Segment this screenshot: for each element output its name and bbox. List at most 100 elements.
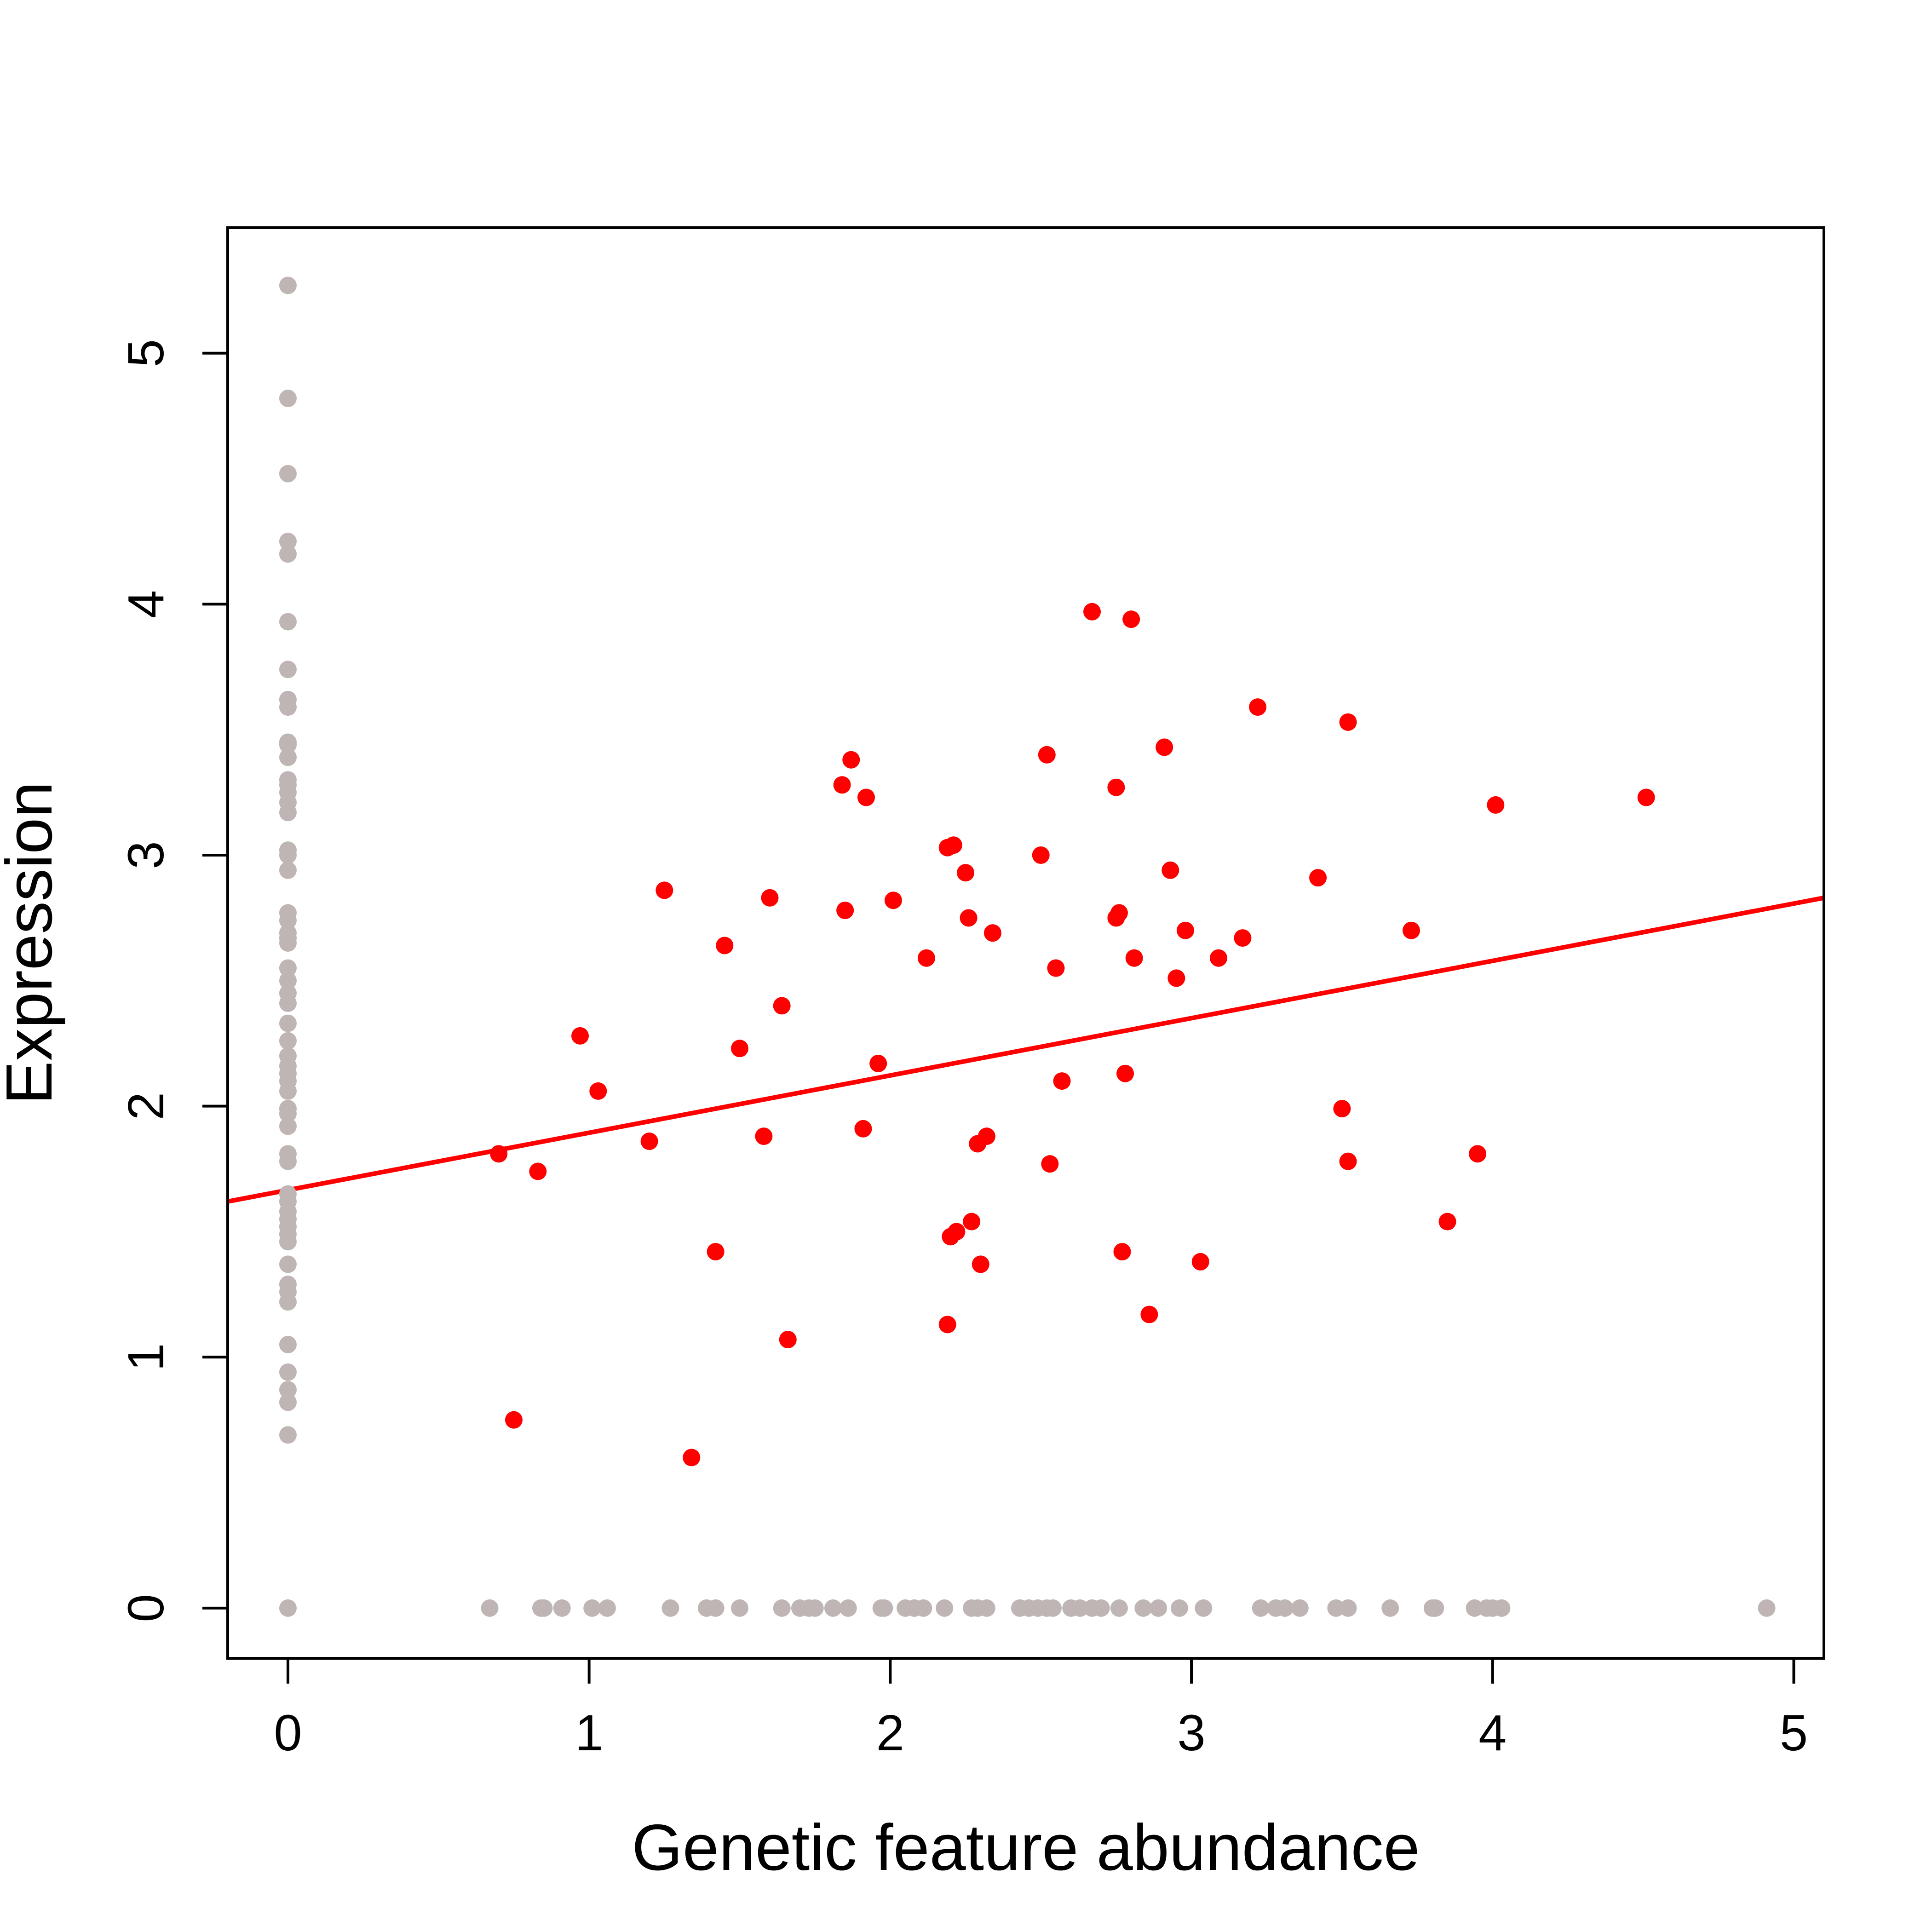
data-point-feature-zero — [279, 1082, 297, 1100]
data-point-feature-zero — [279, 972, 297, 989]
data-point-both-nonzero — [571, 1027, 589, 1045]
data-point-both-nonzero — [716, 937, 734, 954]
data-point-both-nonzero — [1110, 904, 1128, 922]
data-point-expression-zero — [773, 1599, 791, 1617]
data-point-both-nonzero — [1339, 1152, 1357, 1170]
plot-frame — [226, 226, 1825, 1660]
y-tick-label: 3 — [118, 841, 174, 869]
data-point-both-nonzero — [944, 836, 962, 854]
data-point-both-nonzero — [1162, 861, 1179, 879]
data-point-feature-zero — [279, 465, 297, 483]
fit-line-layer — [228, 895, 1824, 1204]
data-point-both-nonzero — [1469, 1145, 1487, 1163]
data-point-both-nonzero — [1487, 796, 1505, 814]
data-point-both-nonzero — [1047, 959, 1065, 977]
data-point-feature-zero — [279, 1014, 297, 1032]
data-point-expression-zero — [1195, 1599, 1213, 1617]
data-point-expression-zero — [1252, 1599, 1270, 1617]
data-point-expression-zero — [481, 1599, 499, 1617]
data-point-feature-zero — [279, 934, 297, 952]
data-point-both-nonzero — [1113, 1243, 1131, 1261]
x-tick-label: 5 — [1780, 1705, 1808, 1761]
data-point-both-nonzero — [1403, 921, 1420, 939]
x-axis-title: Genetic feature abundance — [632, 1811, 1420, 1884]
data-point-both-nonzero — [1083, 603, 1101, 621]
data-point-feature-zero — [279, 661, 297, 678]
data-point-expression-zero — [839, 1599, 857, 1617]
data-point-feature-zero — [279, 1393, 297, 1411]
data-point-both-nonzero — [833, 776, 851, 794]
data-point-expression-zero — [1276, 1599, 1294, 1617]
data-point-expression-zero — [1044, 1599, 1062, 1617]
data-point-feature-zero — [279, 861, 297, 879]
data-point-expression-zero — [1291, 1599, 1309, 1617]
data-point-expression-zero — [1071, 1599, 1089, 1617]
data-point-expression-zero — [583, 1599, 601, 1617]
data-points-layer — [279, 276, 1776, 1617]
data-point-feature-zero — [279, 1426, 297, 1444]
data-point-both-nonzero — [755, 1127, 773, 1145]
x-axis: 0 1 2 3 4 5 — [274, 1658, 1808, 1761]
data-point-feature-zero — [279, 1335, 297, 1353]
data-point-feature-zero — [279, 1152, 297, 1170]
y-axis: 0 1 2 3 4 5 — [118, 339, 228, 1622]
data-point-both-nonzero — [1333, 1100, 1351, 1118]
data-point-expression-zero — [1426, 1599, 1444, 1617]
data-point-feature-zero — [279, 1117, 297, 1135]
data-point-feature-zero — [279, 1381, 297, 1399]
data-point-expression-zero — [535, 1599, 553, 1617]
data-point-both-nonzero — [1249, 698, 1267, 716]
data-point-both-nonzero — [529, 1162, 547, 1180]
data-point-both-nonzero — [505, 1411, 523, 1429]
data-point-both-nonzero — [983, 924, 1001, 942]
x-tick-label: 1 — [575, 1705, 603, 1761]
data-point-feature-zero — [279, 959, 297, 977]
data-point-both-nonzero — [1140, 1305, 1158, 1323]
data-point-feature-zero — [279, 846, 297, 864]
x-tick-label: 2 — [876, 1705, 904, 1761]
data-point-both-nonzero — [1210, 949, 1228, 967]
data-point-both-nonzero — [884, 891, 902, 909]
data-point-expression-zero — [1092, 1599, 1110, 1617]
data-point-both-nonzero — [963, 1213, 981, 1230]
data-point-feature-zero — [279, 1599, 297, 1617]
data-point-feature-zero — [279, 545, 297, 563]
data-point-feature-zero — [279, 390, 297, 408]
data-point-expression-zero — [875, 1599, 893, 1617]
data-point-feature-zero — [279, 533, 297, 551]
data-point-feature-zero — [279, 1032, 297, 1050]
data-point-both-nonzero — [1038, 746, 1056, 764]
data-point-expression-zero — [661, 1599, 679, 1617]
data-point-both-nonzero — [836, 902, 854, 920]
data-point-expression-zero — [1758, 1599, 1776, 1617]
data-point-feature-zero — [279, 994, 297, 1012]
data-point-feature-zero — [279, 748, 297, 766]
data-point-feature-zero — [279, 1293, 297, 1311]
data-point-both-nonzero — [857, 788, 875, 806]
data-point-feature-zero — [279, 804, 297, 822]
data-point-both-nonzero — [589, 1082, 607, 1100]
data-point-both-nonzero — [707, 1243, 724, 1261]
data-point-both-nonzero — [1339, 713, 1357, 731]
data-point-feature-zero — [279, 698, 297, 716]
data-point-feature-zero — [279, 1233, 297, 1251]
data-point-both-nonzero — [960, 909, 978, 927]
data-point-both-nonzero — [1156, 738, 1173, 756]
data-point-both-nonzero — [761, 889, 779, 907]
data-point-both-nonzero — [1122, 610, 1140, 628]
data-point-expression-zero — [1134, 1599, 1152, 1617]
data-point-both-nonzero — [773, 997, 791, 1015]
y-tick-label: 1 — [118, 1343, 174, 1371]
regression-line — [228, 895, 1824, 1204]
data-point-expression-zero — [553, 1599, 571, 1617]
data-point-feature-zero — [279, 1255, 297, 1273]
data-point-expression-zero — [806, 1599, 824, 1617]
data-point-both-nonzero — [938, 1316, 956, 1334]
data-point-both-nonzero — [1637, 788, 1655, 806]
data-point-both-nonzero — [842, 751, 860, 769]
data-point-both-nonzero — [1032, 846, 1050, 864]
y-axis-title: Expression — [0, 782, 66, 1104]
data-point-both-nonzero — [683, 1449, 701, 1466]
data-point-expression-zero — [707, 1599, 724, 1617]
data-point-expression-zero — [1466, 1599, 1484, 1617]
